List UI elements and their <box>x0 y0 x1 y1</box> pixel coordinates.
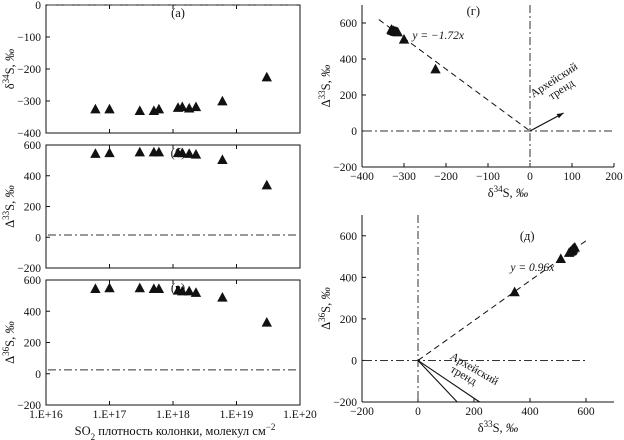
panel-g-xtick-label: 0 <box>527 171 533 183</box>
panel-b-point <box>153 146 165 157</box>
panel-d-xtick-label: 600 <box>577 406 595 418</box>
panel-d-point <box>509 286 520 297</box>
panel-c-frame <box>45 279 301 406</box>
panel-a-point <box>217 95 228 106</box>
panel-d-trend-line <box>417 359 480 403</box>
panel-g-label: (г) <box>467 4 480 18</box>
panel-g-xtick-label: 100 <box>563 171 581 183</box>
panel-g-trend-arrowhead <box>556 113 564 119</box>
panel-c-xtick-label: 1.E+18 <box>156 409 190 421</box>
panel-b-ytick-label: 200 <box>24 202 42 214</box>
panel-d-ytick-label: −200 <box>333 397 357 409</box>
panel-d-trend-line <box>417 360 458 403</box>
panel-b-point <box>261 179 272 190</box>
panel-c-point <box>153 283 165 294</box>
panel-c-xtick-label: 1.E+19 <box>220 409 254 421</box>
panel-c-ytick-label: 200 <box>24 338 42 350</box>
panel-g-xtick-label: −200 <box>434 171 458 183</box>
panel-a-point <box>177 101 188 112</box>
panel-d-ytick-label: 400 <box>340 272 358 284</box>
panel-g-ytick-label: 200 <box>340 90 358 102</box>
panel-g-fit-label: y = −1.72x <box>411 30 464 42</box>
panel-c-point <box>190 287 202 297</box>
panel-d-xtick-label: 400 <box>521 406 539 418</box>
panel-a-frame <box>45 4 301 134</box>
panel-c-xlabel: SO2 плотность колонки, молекул см−2 <box>75 422 276 440</box>
panel-b-point <box>177 147 188 158</box>
panel-b-ylabel: Δ33S, ‰ <box>1 185 17 228</box>
panel-g-ytick-label: 0 <box>351 126 357 138</box>
panel-c-point <box>134 282 145 293</box>
panel-a-point <box>104 103 115 114</box>
panel-d-fit-label: y = 0.96x <box>509 262 555 274</box>
panel-c-ytick-label: −200 <box>17 400 41 412</box>
panel-g-ytick-label: 600 <box>340 18 358 30</box>
panel-g-xtick-label: −100 <box>476 171 500 183</box>
panel-c-xtick-label: 1.E+20 <box>283 409 317 421</box>
panel-b-point <box>217 154 228 165</box>
panel-b-point <box>104 147 115 158</box>
panel-c-xtick-label: 1.E+16 <box>29 409 63 421</box>
panel-d-xtick-label: 200 <box>465 406 483 418</box>
panel-g-ytick-label: 400 <box>340 54 358 66</box>
panel-a-ytick-label: −200 <box>17 64 41 76</box>
panel-d-ytick-label: 200 <box>340 314 358 326</box>
panel-c-point <box>177 285 188 296</box>
panel-a-ytick-label: −100 <box>17 32 41 44</box>
panel-c-point <box>261 316 272 327</box>
panel-b-point <box>184 148 195 158</box>
panel-d-label: (д) <box>520 229 535 243</box>
panel-c-point <box>90 283 101 294</box>
panel-g-point <box>430 63 441 74</box>
panel-c-ytick-label: 600 <box>24 275 42 287</box>
panel-d-ytick-label: 0 <box>351 355 357 367</box>
panel-c-ytick-label: 0 <box>35 369 41 381</box>
panel-a-label: (а) <box>171 6 185 20</box>
panel-b-ytick-label: −200 <box>17 263 41 275</box>
panel-a-point <box>134 105 145 116</box>
panel-a-ylabel: δ34S, ‰ <box>1 48 17 89</box>
panel-d-ylabel: Δ36S, ‰ <box>317 287 333 330</box>
panel-d-point <box>564 247 575 257</box>
panel-g-xtick-label: 200 <box>605 171 623 183</box>
panel-a-point <box>153 103 165 114</box>
panel-a-ytick-label: 0 <box>35 0 41 12</box>
panel-a-ytick-label: −300 <box>17 96 41 108</box>
panel-b-point <box>90 148 101 158</box>
panel-d-xtick-label: −200 <box>350 406 374 418</box>
panel-d-point <box>555 253 566 264</box>
panel-a-point <box>190 101 202 112</box>
panel-g-ylabel: Δ33S, ‰ <box>317 64 333 107</box>
panel-g-point <box>392 26 403 37</box>
panel-a-point <box>90 103 101 114</box>
panel-b-point <box>134 146 145 157</box>
panel-b-ytick-label: 600 <box>24 140 42 152</box>
panel-c-xtick-label: 1.E+17 <box>93 409 127 421</box>
panel-g-xtick-label: −300 <box>392 171 416 183</box>
panel-a-point <box>261 71 272 82</box>
panel-d-xtick-label: 0 <box>415 406 421 418</box>
panel-c-point <box>104 282 115 293</box>
panel-d-ytick-label: 600 <box>340 231 358 243</box>
panel-g-xlabel: δ34S, ‰ <box>488 184 529 200</box>
panel-b-frame <box>45 144 301 269</box>
panel-b-ytick-label: 400 <box>24 171 42 183</box>
panel-g-ytick-label: −200 <box>333 162 357 174</box>
panel-g-point <box>398 34 410 44</box>
panel-a-ytick-label: −400 <box>17 128 41 140</box>
panel-c-point <box>184 285 195 296</box>
panel-c-ytick-label: 400 <box>24 306 42 318</box>
panel-c-point <box>217 291 228 302</box>
panel-d-xlabel: δ33S, ‰ <box>478 419 519 435</box>
panel-g-xtick-label: −400 <box>350 171 374 183</box>
panel-b-ytick-label: 0 <box>35 232 41 244</box>
panel-b-point <box>190 149 202 159</box>
panel-c-ylabel: Δ36S, ‰ <box>1 321 17 364</box>
